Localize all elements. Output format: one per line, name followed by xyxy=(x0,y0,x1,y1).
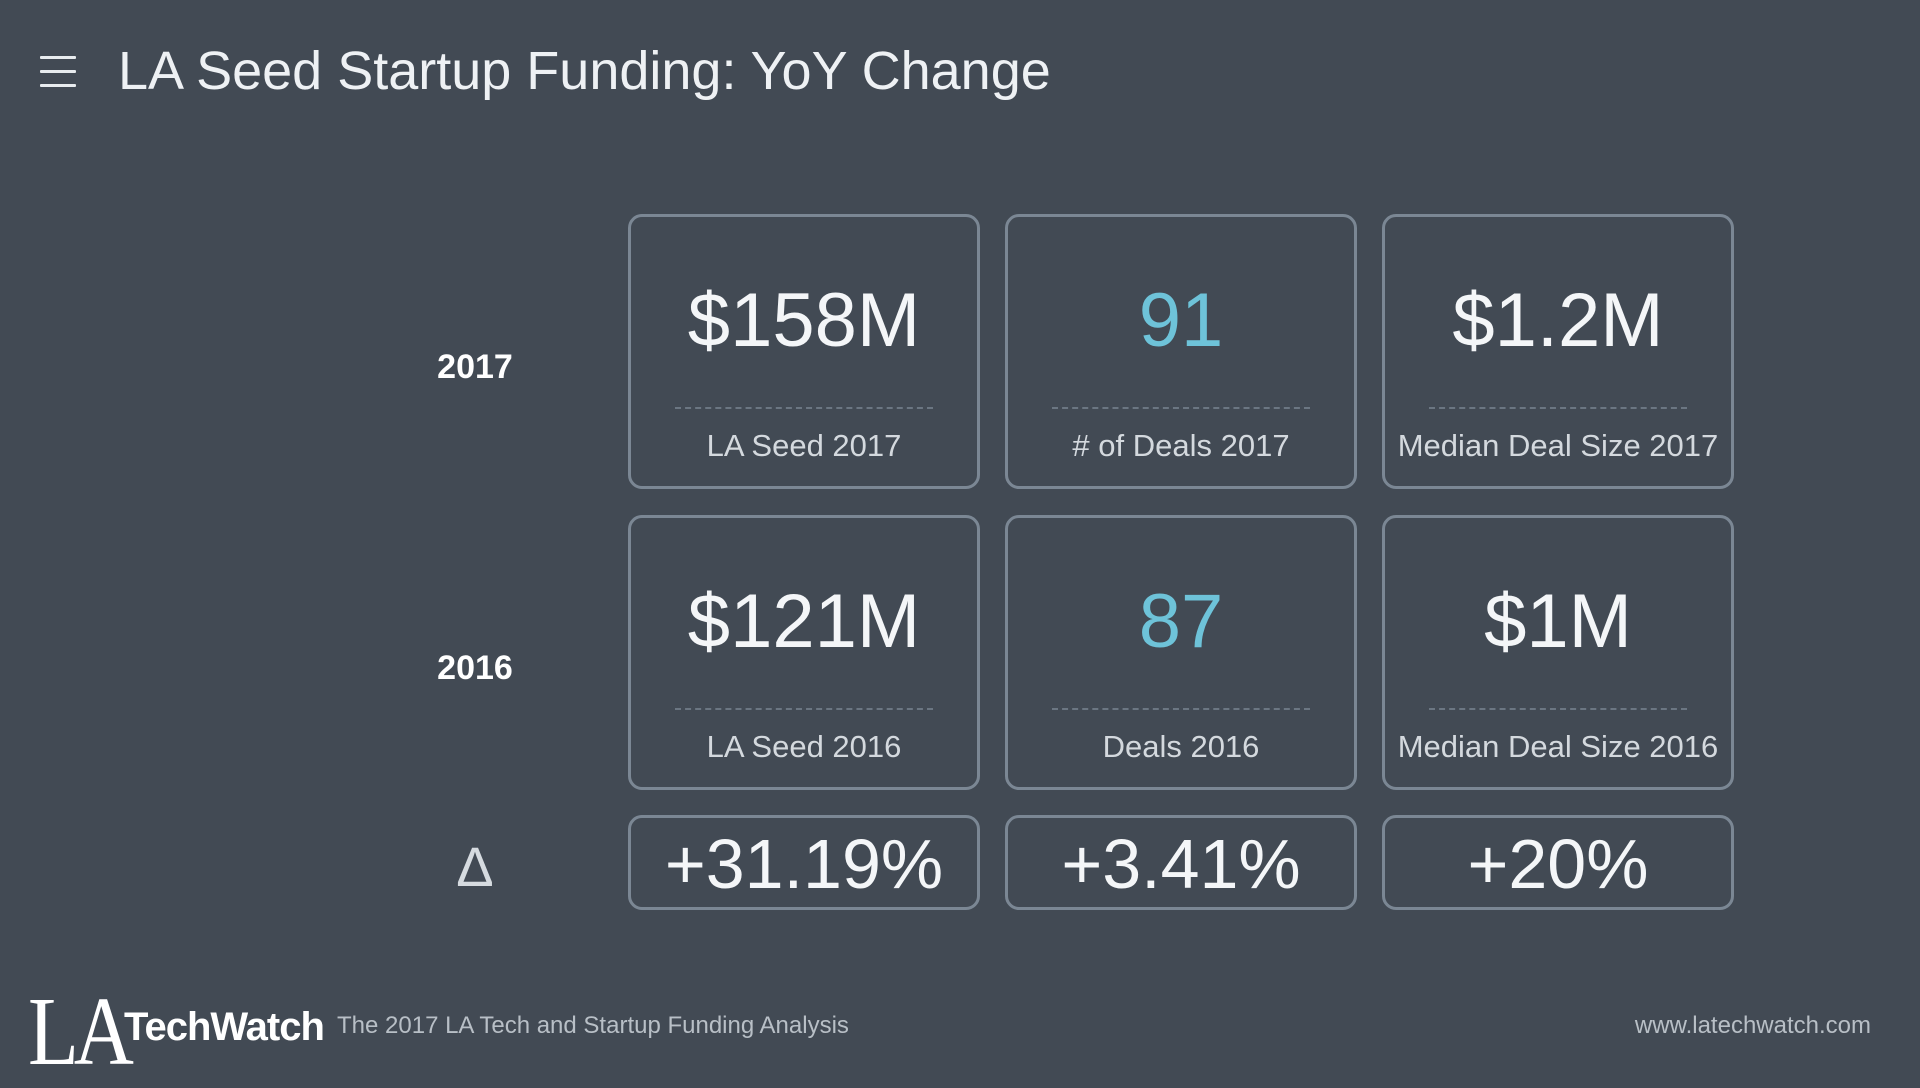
stat-label: LA Seed 2016 xyxy=(706,729,902,764)
logo-la: LA xyxy=(28,978,134,1086)
menu-button[interactable] xyxy=(40,56,76,90)
stat-label: LA Seed 2017 xyxy=(706,428,902,463)
stat-value: $121M xyxy=(687,579,921,664)
stat-label: Median Deal Size 2016 xyxy=(1397,729,1719,764)
stat-card: 91 # of Deals 2017 xyxy=(1005,214,1357,489)
delta-label: Δ xyxy=(456,835,494,898)
stat-card: $1.2M Median Deal Size 2017 xyxy=(1382,214,1734,489)
page-title: LA Seed Startup Funding: YoY Change xyxy=(118,41,1051,101)
divider xyxy=(675,407,933,409)
site-url[interactable]: www.latechwatch.com xyxy=(1634,1012,1871,1039)
divider xyxy=(1429,708,1687,710)
tagline: The 2017 LA Tech and Startup Funding Ana… xyxy=(337,1012,849,1039)
row-label: 2017 xyxy=(437,348,513,386)
row-label: 2016 xyxy=(437,649,513,687)
logo-name: TechWatch xyxy=(124,1005,325,1049)
stat-label: Deals 2016 xyxy=(1102,729,1260,764)
stat-card: $1M Median Deal Size 2016 xyxy=(1382,515,1734,790)
stat-value: $1.2M xyxy=(1452,278,1664,363)
delta-card: +3.41% xyxy=(1005,815,1357,910)
divider xyxy=(675,708,933,710)
stat-value: 91 xyxy=(1138,278,1224,363)
stat-card: 87 Deals 2016 xyxy=(1005,515,1357,790)
delta-card: +31.19% xyxy=(628,815,980,910)
stat-card: $158M LA Seed 2017 xyxy=(628,214,980,489)
stat-value: $1M xyxy=(1484,579,1632,664)
delta-value: +20% xyxy=(1467,825,1649,903)
divider xyxy=(1429,407,1687,409)
divider xyxy=(1052,708,1310,710)
stat-label: Median Deal Size 2017 xyxy=(1397,428,1719,463)
stat-value: 87 xyxy=(1138,579,1224,664)
delta-card: +20% xyxy=(1382,815,1734,910)
delta-value: +31.19% xyxy=(664,825,944,903)
divider xyxy=(1052,407,1310,409)
stat-value: $158M xyxy=(687,278,921,363)
delta-value: +3.41% xyxy=(1061,825,1301,903)
stat-card: $121M LA Seed 2016 xyxy=(628,515,980,790)
stat-label: # of Deals 2017 xyxy=(1072,428,1290,463)
